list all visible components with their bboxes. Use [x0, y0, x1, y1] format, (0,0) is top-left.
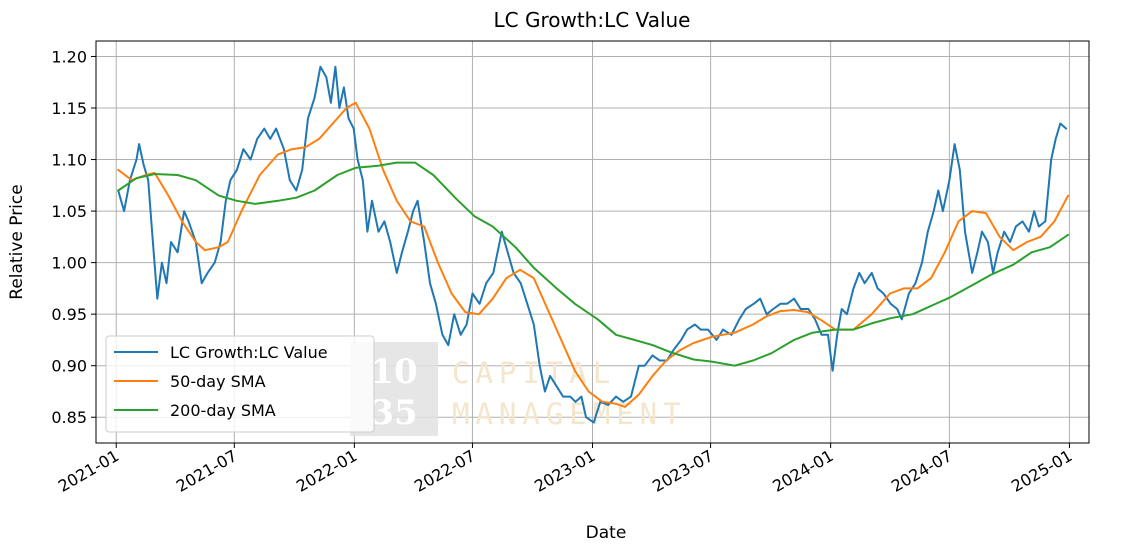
legend-frame [105, 335, 375, 433]
x-tick-label: 2021-01 [55, 446, 122, 496]
legend: LC Growth:LC Value 50-day SMA 200-day SMA [105, 335, 375, 433]
x-tick-label: 2022-01 [293, 446, 360, 496]
grid [96, 41, 1089, 443]
legend-label-1: LC Growth:LC Value [170, 343, 328, 362]
x-tick-label: 2022-07 [411, 446, 478, 496]
y-axis: 0.85 0.90 0.95 1.00 1.05 1.10 1.15 1.20 [51, 47, 96, 427]
watermark-box-top: 10 [370, 352, 417, 392]
legend-label-3: 200-day SMA [170, 401, 276, 420]
y-tick-label: 0.95 [51, 305, 87, 324]
series-line-1 [117, 65, 1068, 424]
series-line-2 [117, 101, 1070, 408]
watermark: 10 35 CAPITAL MANAGEMENT [350, 342, 687, 436]
x-axis-title: Date [586, 523, 627, 543]
y-tick-label: 1.20 [51, 47, 87, 66]
y-tick-label: 1.15 [51, 99, 87, 118]
x-tick-label: 2023-07 [649, 446, 716, 496]
y-tick-label: 1.00 [51, 254, 87, 273]
y-tick-label: 0.90 [51, 357, 87, 376]
y-tick-label: 1.10 [51, 151, 87, 170]
watermark-word-bottom: MANAGEMENT [452, 397, 687, 431]
legend-label-2: 50-day SMA [170, 372, 266, 391]
y-tick-label: 0.85 [51, 408, 87, 427]
y-axis-title: Relative Price [7, 184, 27, 299]
series-layer [117, 65, 1070, 424]
chart-title: LC Growth:LC Value [494, 8, 691, 32]
x-tick-label: 2021-07 [173, 446, 240, 496]
series-line-3 [117, 161, 1070, 367]
y-tick-label: 1.05 [51, 202, 87, 221]
x-tick-label: 2023-01 [531, 446, 598, 496]
watermark-box-bottom: 35 [370, 393, 417, 433]
x-tick-label: 2024-01 [769, 446, 836, 496]
watermark-word-top: CAPITAL [452, 356, 616, 390]
x-axis: 2021-01 2021-07 2022-01 2022-07 2023-01 2023-… [55, 443, 1075, 496]
x-tick-label: 2024-07 [888, 446, 955, 496]
x-tick-label: 2025-01 [1008, 446, 1075, 496]
